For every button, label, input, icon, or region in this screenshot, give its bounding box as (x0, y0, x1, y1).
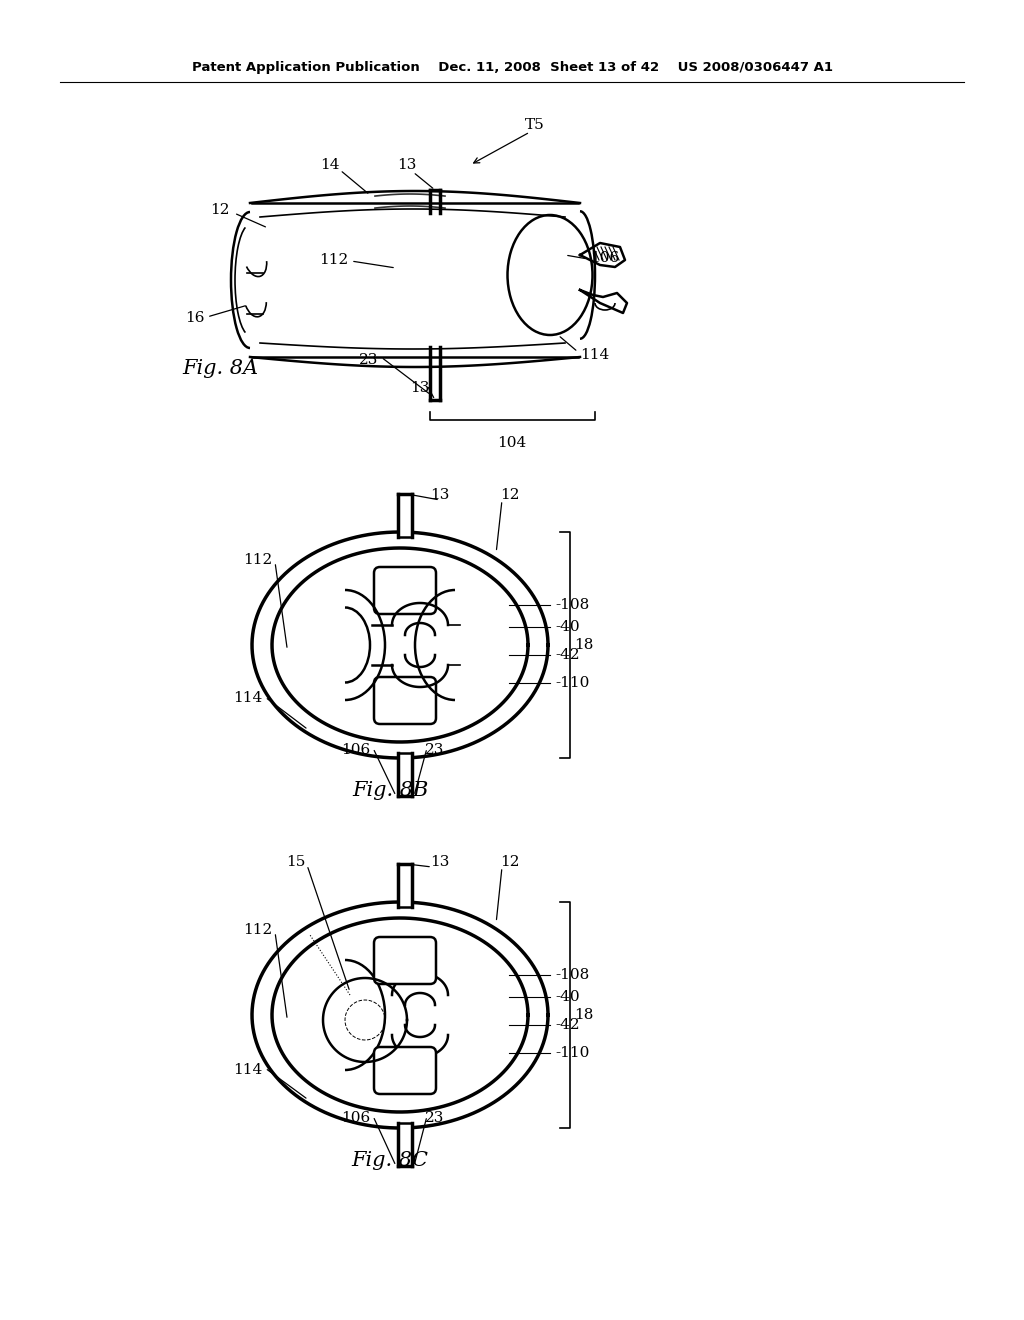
Text: -42: -42 (555, 1018, 580, 1032)
Text: Fig. 8B: Fig. 8B (352, 780, 428, 800)
Text: 104: 104 (498, 436, 526, 450)
Text: 18: 18 (574, 638, 593, 652)
Text: 106: 106 (590, 251, 620, 265)
Text: 106: 106 (341, 1111, 370, 1125)
Text: 112: 112 (243, 923, 272, 937)
Text: 114: 114 (580, 348, 609, 362)
Text: -40: -40 (555, 620, 580, 634)
Text: 23: 23 (358, 352, 378, 367)
Text: 15: 15 (286, 855, 305, 869)
Text: 13: 13 (430, 855, 450, 869)
Text: Fig. 8C: Fig. 8C (351, 1151, 428, 1170)
Text: -110: -110 (555, 1045, 590, 1060)
Text: 13: 13 (411, 381, 430, 395)
Text: 23: 23 (425, 1111, 444, 1125)
Text: -42: -42 (555, 648, 580, 663)
Text: 12: 12 (210, 203, 229, 216)
Polygon shape (398, 865, 412, 907)
Text: 114: 114 (232, 1063, 262, 1077)
Text: -108: -108 (555, 598, 589, 612)
Text: 106: 106 (341, 743, 370, 756)
Text: -110: -110 (555, 676, 590, 690)
Polygon shape (398, 494, 412, 537)
Polygon shape (398, 752, 412, 796)
Text: 114: 114 (232, 690, 262, 705)
FancyBboxPatch shape (374, 1047, 436, 1094)
Text: T5: T5 (525, 117, 545, 132)
Text: 16: 16 (185, 312, 205, 325)
Text: 13: 13 (430, 488, 450, 502)
Text: 23: 23 (425, 743, 444, 756)
Text: 12: 12 (500, 488, 519, 502)
Text: 112: 112 (318, 253, 348, 267)
Text: 12: 12 (500, 855, 519, 869)
FancyBboxPatch shape (374, 937, 436, 983)
Text: -108: -108 (555, 968, 589, 982)
Text: 14: 14 (321, 158, 340, 172)
Text: 18: 18 (574, 1008, 593, 1022)
Polygon shape (398, 1123, 412, 1166)
Text: 112: 112 (243, 553, 272, 568)
Text: 13: 13 (397, 158, 417, 172)
Text: Fig. 8A: Fig. 8A (182, 359, 258, 378)
Text: Patent Application Publication    Dec. 11, 2008  Sheet 13 of 42    US 2008/03064: Patent Application Publication Dec. 11, … (191, 62, 833, 74)
Text: -40: -40 (555, 990, 580, 1005)
